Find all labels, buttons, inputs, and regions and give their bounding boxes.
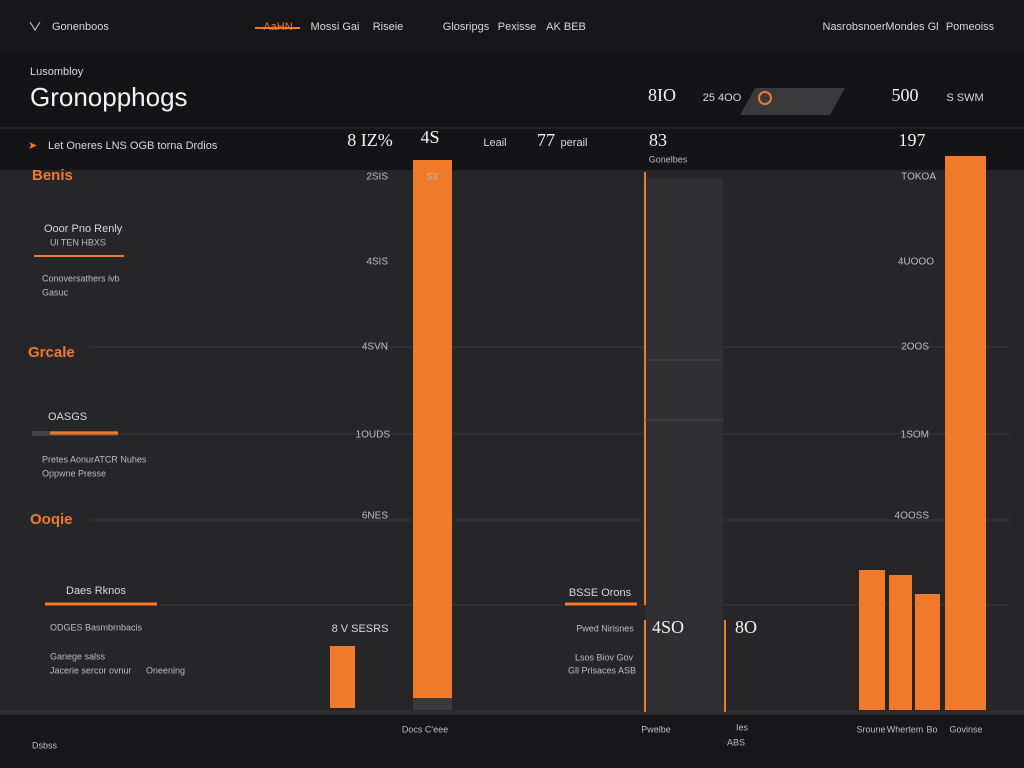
label: Pwed Nirisnes — [576, 623, 634, 633]
footer-band — [0, 715, 1024, 768]
nav-link[interactable]: Pexisse — [498, 21, 537, 33]
bar — [945, 156, 986, 710]
main-panel — [0, 170, 1024, 715]
summary-item: 8 IZ% — [347, 130, 392, 150]
sidebar-item: Pretes AonurATCR Nuhes — [42, 454, 147, 464]
stat: 25 4OO — [703, 92, 742, 104]
sidebar-item: Jacerie sercor ovnur — [50, 665, 132, 675]
label: BSSE Orons — [569, 587, 632, 599]
axis-label: 4OOSS — [895, 511, 930, 522]
nav-link[interactable]: Mossi Gai — [311, 21, 360, 33]
column — [645, 178, 723, 712]
label: Lsos Biov Gov — [575, 652, 634, 662]
stat: 8IO — [648, 85, 676, 105]
page-title: Gronopphogs — [30, 82, 188, 112]
x-label: Ies — [736, 722, 749, 732]
sidebar-item: Daes Rknos — [66, 585, 126, 597]
label: 8O — [735, 617, 757, 637]
summary-item: 197 — [899, 130, 926, 150]
summary-item: Leail — [483, 137, 506, 149]
icon — [758, 91, 772, 105]
nav-link[interactable]: Glosripgs — [443, 21, 490, 33]
axis-label: 4UOOO — [898, 257, 934, 268]
header-band — [0, 52, 1024, 170]
axis-label: 1SOM — [901, 430, 929, 441]
bar-label: 8 V SESRS — [332, 623, 389, 635]
bar — [889, 575, 912, 710]
sidebar-item: Gasuc — [42, 287, 69, 297]
sidebar-item: Ooor Pno Renly — [44, 223, 123, 235]
section-title: Benis — [32, 167, 73, 184]
section-title: Ooqie — [30, 511, 73, 528]
summary-item: Gonelbes — [649, 154, 688, 164]
axis-label: 2OOS — [901, 342, 929, 353]
sidebar-item: Oneening — [146, 665, 185, 675]
bar — [330, 646, 355, 708]
sidebar-item: Ul TEN HBXS — [50, 237, 106, 247]
summary-item: 83 — [649, 130, 667, 150]
nav-link[interactable]: AK BEB — [546, 21, 586, 33]
icon: ➤ — [28, 140, 37, 152]
summary-item: 4S — [420, 127, 439, 147]
stat-badge — [740, 88, 845, 115]
nav-link[interactable]: Nasrobsnoer — [823, 21, 886, 33]
bar-base — [413, 698, 452, 710]
stat: 500 — [892, 85, 919, 105]
label: 4SO — [652, 617, 684, 637]
kicker: Lusombloy — [30, 66, 84, 78]
bar — [915, 594, 940, 710]
summary-item: perail — [561, 137, 588, 149]
nav-bar — [0, 0, 1024, 52]
section-title: Grcale — [28, 344, 75, 361]
x-label: Whertem — [887, 724, 924, 734]
axis-label: 4SVN — [362, 342, 388, 353]
sidebar-item: Oppwne Presse — [42, 468, 106, 478]
summary-item: 77 — [537, 130, 555, 150]
x-label: Govinse — [949, 724, 982, 734]
sidebar-item: Conoversathers ivb — [42, 273, 120, 283]
x-label: Pwelbe — [641, 724, 671, 734]
x-label: Docs C'eee — [402, 724, 448, 734]
summary-caption: Let Oneres LNS OGB torna Drdios — [48, 140, 218, 152]
footer-text: Dsbss — [32, 740, 58, 750]
axis-label: 1OUDS — [356, 430, 391, 441]
logo: Gonenboos — [52, 21, 109, 33]
axis-label: 4SIS — [366, 257, 388, 268]
bar-label: S3 — [426, 171, 437, 181]
nav-link[interactable]: Pomeoiss — [946, 21, 995, 33]
label: Gll Prisaces ASB — [568, 665, 636, 675]
x-label: ABS — [727, 737, 745, 747]
nav-link[interactable]: AaHN — [263, 21, 292, 33]
sidebar-item: Ganege salss — [50, 651, 106, 661]
stat: S SWM — [946, 92, 983, 104]
sidebar-item: ODGES Basmbrnbacis — [50, 622, 143, 632]
bar — [413, 160, 452, 700]
nav-link[interactable]: Riseie — [373, 21, 404, 33]
bar — [859, 570, 885, 710]
axis-label: 2SIS — [366, 172, 388, 183]
logo-icon — [29, 21, 41, 31]
axis-label: 6NES — [362, 511, 388, 522]
axis-label: TOKOA — [901, 172, 936, 183]
nav-link[interactable]: Mondes Gl — [885, 21, 938, 33]
sidebar-item: OASGS — [48, 411, 87, 423]
x-label: Bo — [926, 724, 937, 734]
x-label: Sroune — [856, 724, 885, 734]
